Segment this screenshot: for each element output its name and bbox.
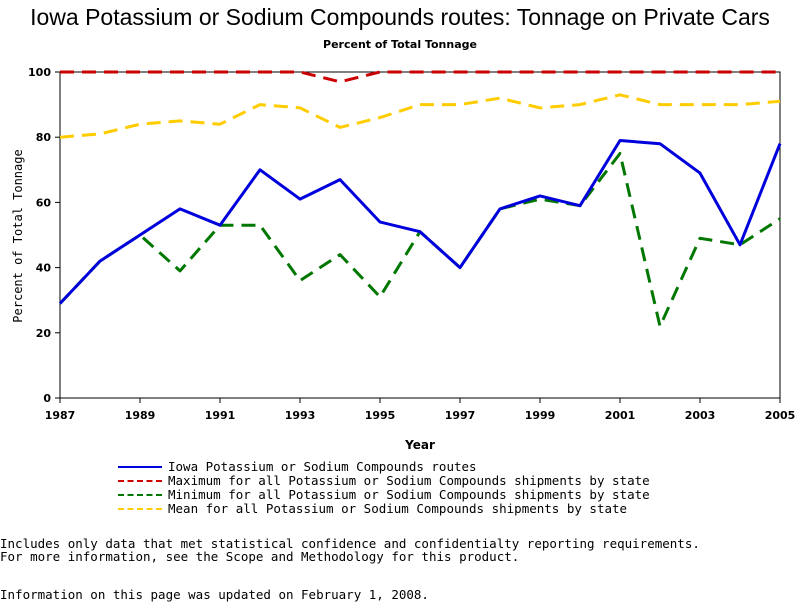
y-tick-label: 40 [36,262,52,275]
line-chart: 1987 1989 1991 1993 1995 1997 1999 2001 2003 2005… [11,66,796,452]
legend-swatch [118,494,162,496]
series-line-1 [60,70,780,84]
x-axis: 1987 1989 1991 1993 1995 1997 1999 2001 2003 2005 [45,398,796,422]
footnote-confidence: Includes only data that met statistical … [0,536,700,551]
x-tick-label: 2005 [765,409,796,422]
x-tick-label: 2003 [685,409,716,422]
y-tick-label: 0 [43,392,51,405]
legend-label: Iowa Potassium or Sodium Compounds route… [168,459,477,474]
y-axis: 0 20 40 60 80 100 [28,66,60,405]
series-line-0 [58,139,782,305]
series-line-2 [58,152,781,328]
series-lines [58,70,782,328]
x-axis-label: Year [404,438,435,452]
plot-border [59,71,781,399]
legend-item: Mean for all Potassium or Sodium Compoun… [118,501,758,516]
plot-area [59,71,781,399]
legend-swatch [118,480,162,482]
legend-item: Maximum for all Potassium or Sodium Comp… [118,473,758,488]
y-tick-label: 80 [36,131,52,144]
y-tick-label: 100 [28,66,51,79]
y-tick-label: 60 [36,196,52,209]
x-tick-label: 2001 [605,409,636,422]
x-tick-label: 1999 [525,409,556,422]
legend-label: Minimum for all Potassium or Sodium Comp… [168,487,650,502]
y-tick-label: 20 [36,327,52,340]
legend-label: Mean for all Potassium or Sodium Compoun… [168,501,628,516]
legend-item: Minimum for all Potassium or Sodium Comp… [118,487,758,502]
x-tick-label: 1995 [365,409,396,422]
footnote-methodology: For more information, see the Scope and … [0,549,520,564]
y-axis-label: Percent of Total Tonnage [11,149,25,322]
chart-subtitle: Percent of Total Tonnage [323,38,477,51]
chart-title: Iowa Potassium or Sodium Compounds route… [30,4,770,30]
x-tick-label: 1989 [125,409,156,422]
x-tick-label: 1991 [205,409,236,422]
legend-item: Iowa Potassium or Sodium Compounds route… [118,459,758,474]
legend-label: Maximum for all Potassium or Sodium Comp… [168,473,650,488]
legend-swatch [118,508,162,510]
x-tick-label: 1997 [445,409,476,422]
x-tick-label: 1987 [45,409,76,422]
legend: Iowa Potassium or Sodium Compounds route… [118,459,758,516]
footnote-updated: Information on this page was updated on … [0,587,429,602]
x-tick-label: 1993 [285,409,316,422]
series-line-3 [59,93,781,139]
legend-swatch [118,466,162,468]
